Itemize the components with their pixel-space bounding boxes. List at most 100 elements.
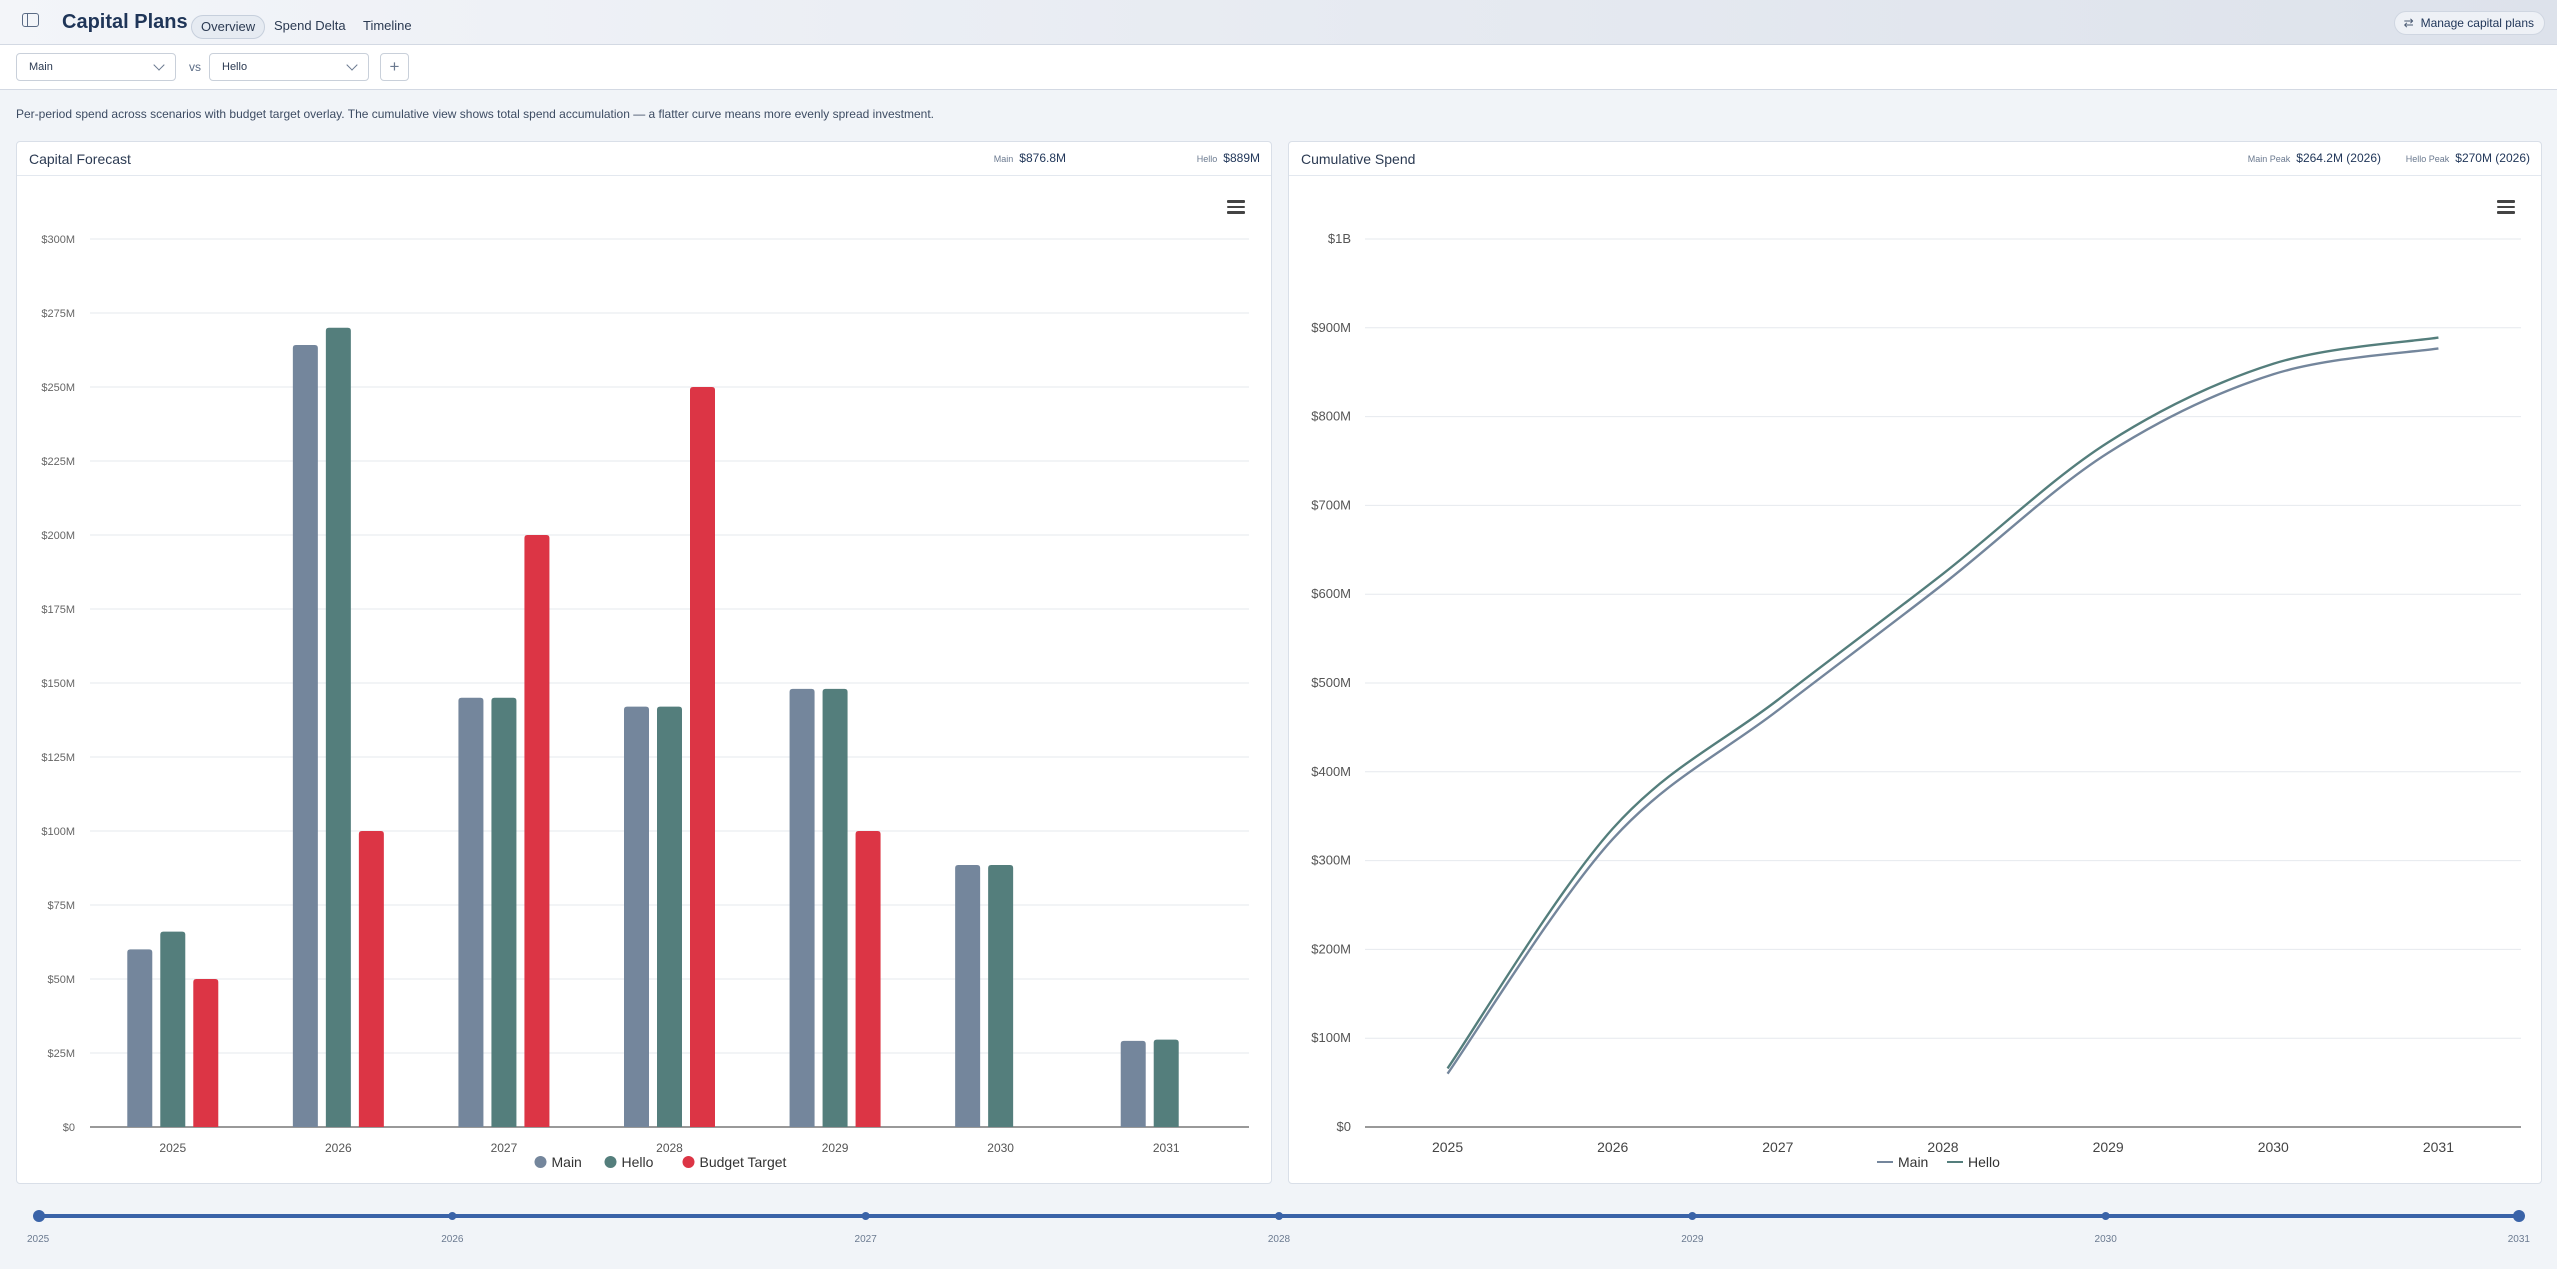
panel-header: Capital Forecast Main $876.8M Hello $889M xyxy=(17,142,1271,176)
chevron-down-icon xyxy=(153,59,165,71)
stat-hello-peak: Hello Peak $270M (2026) xyxy=(2406,151,2530,165)
capital-forecast-chart: $0 $25M $50M $75M $100M $125M $150M $175M $200M $… xyxy=(41,234,1249,1170)
top-bar: Capital Plans Overview Spend Delta Timel… xyxy=(0,0,2557,45)
x-tick-label: 2030 xyxy=(987,1141,1014,1155)
bar-hello xyxy=(822,688,848,1127)
bar-main xyxy=(1120,1040,1146,1127)
filter-bar xyxy=(0,45,2557,90)
bar-main xyxy=(789,688,815,1127)
bar-budget-target xyxy=(524,535,550,1127)
bar-hello xyxy=(1153,1039,1179,1127)
slider-tick-label: 2028 xyxy=(1268,1234,1291,1245)
capital-forecast-panel: Capital Forecast Main $876.8M Hello $889M … xyxy=(16,141,1272,1184)
y-tick-label: $700M xyxy=(1311,497,1351,512)
y-tick-label: $100M xyxy=(1311,1030,1351,1045)
slider-tick-label: 2025 xyxy=(27,1234,50,1245)
stat-label: Hello Peak xyxy=(2405,154,2450,164)
stat-value: $264.2M (2026) xyxy=(2296,151,2381,165)
bar-budget-target xyxy=(690,387,715,1127)
manage-capital-plans-label: Manage capital plans xyxy=(2420,16,2534,30)
x-tick-label: 2030 xyxy=(2258,1139,2289,1155)
stat-value: $889M xyxy=(1223,151,1260,165)
chart-menu-icon[interactable] xyxy=(1227,200,1245,214)
bar-main xyxy=(955,865,981,1127)
stat-main-peak: Main Peak $264.2M (2026) xyxy=(2248,151,2381,165)
bar-main xyxy=(624,706,649,1127)
y-tick-label: $400M xyxy=(1311,764,1351,779)
y-tick-label: $200M xyxy=(1311,941,1351,956)
stat-label: Hello xyxy=(1196,154,1218,164)
y-tick-label: $225M xyxy=(41,456,75,468)
slider-tick-label: 2027 xyxy=(855,1234,878,1245)
y-tick-label: $1B xyxy=(1328,231,1351,246)
tab-spend-delta[interactable]: Spend Delta xyxy=(274,18,346,33)
slider-tick xyxy=(861,1212,870,1220)
y-tick-label: $250M xyxy=(41,382,75,394)
vs-label: vs xyxy=(189,60,201,74)
legend-label: Main xyxy=(1898,1154,1928,1170)
scenario-a-select[interactable]: Main xyxy=(16,53,176,81)
y-tick-label: $600M xyxy=(1311,586,1351,601)
y-tick-label: $25M xyxy=(47,1048,75,1060)
legend-label: Main xyxy=(552,1154,582,1170)
stat-label: Main Peak xyxy=(2247,154,2291,164)
legend-label: Hello xyxy=(1968,1154,2000,1170)
stat-value: $270M (2026) xyxy=(2455,151,2530,165)
line-hello xyxy=(1446,336,2439,1070)
swap-arrows-icon: ⇄ xyxy=(2403,16,2414,30)
bar-main xyxy=(292,344,318,1127)
y-tick-label: $125M xyxy=(41,752,75,764)
slider-tick xyxy=(1275,1212,1283,1220)
slider-tick xyxy=(448,1212,457,1220)
tab-timeline[interactable]: Timeline xyxy=(363,18,412,33)
y-tick-label: $300M xyxy=(1311,853,1351,868)
y-tick-label: $75M xyxy=(47,900,75,912)
stat-hello: Hello $889M xyxy=(1197,151,1260,165)
x-tick-label: 2025 xyxy=(159,1141,186,1155)
x-tick-label: 2028 xyxy=(1927,1139,1958,1155)
x-tick-label: 2031 xyxy=(1153,1141,1180,1155)
y-tick-label: $800M xyxy=(1311,409,1351,424)
y-tick-label: $175M xyxy=(41,604,75,616)
slider-tick-label: 2029 xyxy=(1681,1234,1704,1245)
slider-end-handle xyxy=(2513,1210,2525,1222)
bar-hello xyxy=(491,697,517,1127)
scenario-b-value: Hello xyxy=(222,61,248,73)
x-tick-label: 2026 xyxy=(1597,1139,1628,1155)
legend-marker xyxy=(534,1156,547,1168)
y-tick-label: $150M xyxy=(41,678,75,690)
y-tick-label: $0 xyxy=(1337,1119,1351,1134)
slider-tick-label: 2030 xyxy=(2095,1234,2118,1245)
sidebar-toggle-icon[interactable] xyxy=(22,13,39,27)
legend-marker xyxy=(604,1156,617,1168)
x-tick-label: 2029 xyxy=(822,1141,849,1155)
y-tick-label: $275M xyxy=(41,308,75,320)
bar-hello xyxy=(160,931,186,1127)
scenario-a-value: Main xyxy=(29,61,53,73)
cumulative-spend-chart: $0 $100M $200M $300M $400M $500M $600M $700M $80… xyxy=(1311,231,2521,1170)
bar-hello xyxy=(657,706,682,1127)
stat-main: Main $876.8M xyxy=(994,151,1066,165)
y-tick-label: $100M xyxy=(41,826,75,838)
bar-main xyxy=(127,949,153,1127)
slider-tick-label: 2026 xyxy=(441,1234,464,1245)
add-scenario-button[interactable]: + xyxy=(380,53,409,81)
panel-title: Capital Forecast xyxy=(29,151,131,167)
manage-capital-plans-button[interactable]: ⇄ Manage capital plans xyxy=(2393,11,2545,35)
stat-label: Main xyxy=(993,154,1014,164)
x-tick-label: 2027 xyxy=(491,1141,518,1155)
slider-start-handle xyxy=(33,1210,45,1222)
y-tick-label: $50M xyxy=(47,974,75,986)
chart-menu-icon[interactable] xyxy=(2497,200,2515,214)
x-tick-label: 2029 xyxy=(2093,1139,2124,1155)
cumulative-spend-panel: Cumulative Spend Main Peak $264.2M (2026)… xyxy=(1288,141,2542,1184)
y-tick-label: $0 xyxy=(63,1122,75,1134)
scenario-b-select[interactable]: Hello xyxy=(209,53,369,81)
tab-overview[interactable]: Overview xyxy=(191,15,266,39)
bar-hello xyxy=(325,327,351,1127)
x-tick-label: 2031 xyxy=(2423,1139,2454,1155)
y-tick-label: $200M xyxy=(41,530,75,542)
slider-tick xyxy=(1688,1212,1697,1220)
slider-tick-label: 2031 xyxy=(2508,1234,2531,1245)
year-range-slider[interactable]: 2025 2026 2027 2028 2029 2030 2031 xyxy=(0,1184,2557,1269)
